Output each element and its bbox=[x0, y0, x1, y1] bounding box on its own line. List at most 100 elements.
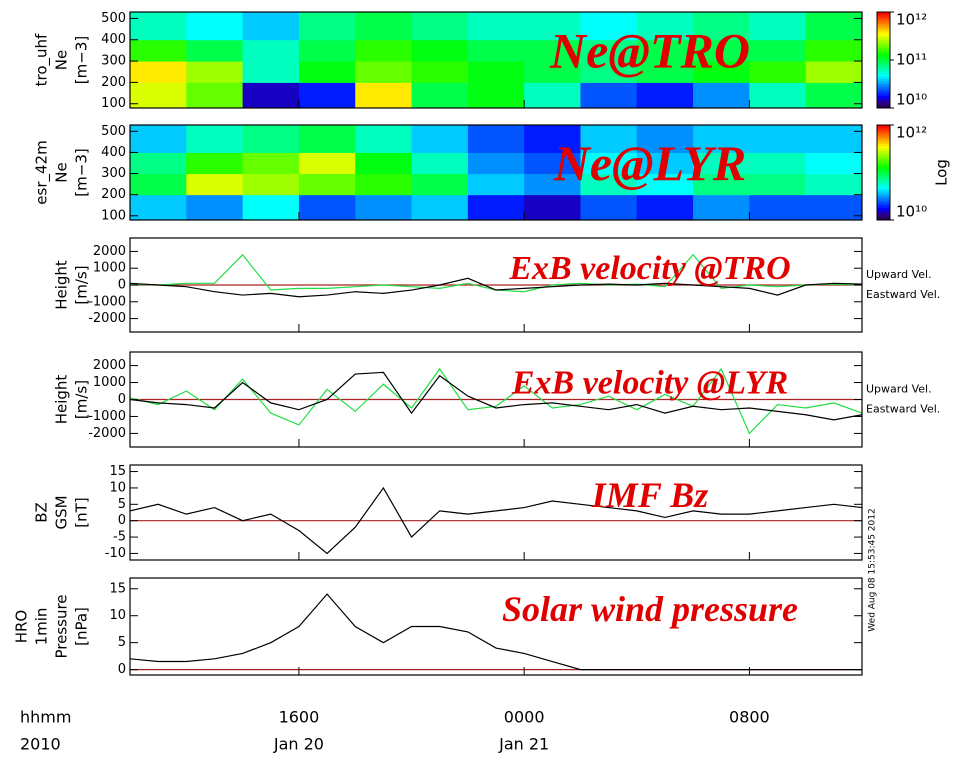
colorbar-step bbox=[877, 136, 890, 140]
y-tick-label: 0 bbox=[118, 662, 126, 677]
heatmap-cell bbox=[693, 152, 750, 175]
heatmap-cell bbox=[749, 125, 807, 153]
y-tick-label: 400 bbox=[101, 32, 126, 47]
colorbar-step bbox=[877, 28, 890, 32]
colorbar-step bbox=[877, 203, 890, 207]
colorbar-tick-label: 10¹⁰ bbox=[896, 91, 927, 109]
panel-frame bbox=[129, 11, 863, 109]
colorbar-step bbox=[877, 193, 890, 197]
heatmap-cell bbox=[580, 152, 638, 175]
colorbar-step bbox=[877, 26, 890, 30]
colorbar-step bbox=[877, 212, 890, 216]
heatmap-cell bbox=[524, 152, 581, 175]
colorbar-step bbox=[877, 57, 890, 61]
heatmap-cell bbox=[749, 39, 807, 62]
y-axis-label: [m−3] bbox=[73, 36, 91, 84]
heatmap-cell bbox=[580, 173, 638, 196]
colorbar-frame bbox=[876, 124, 891, 221]
colorbar-step bbox=[877, 79, 890, 83]
colorbar-step bbox=[877, 191, 890, 195]
y-axis-label: Ne bbox=[53, 162, 71, 182]
heatmap-cell bbox=[186, 82, 244, 109]
heatmap-cell bbox=[242, 82, 300, 109]
colorbar-tick-label: 10¹¹ bbox=[896, 51, 927, 69]
heatmap-cell bbox=[749, 61, 807, 83]
heatmap-cell bbox=[467, 125, 525, 153]
heatmap-cell bbox=[467, 173, 525, 196]
annotation: ExB velocity @LYR bbox=[511, 364, 788, 401]
annotation: Ne@TRO bbox=[549, 22, 750, 78]
heatmap-cell bbox=[411, 173, 469, 196]
timestamp: Wed Aug 08 15:53:45 2012 bbox=[868, 508, 878, 631]
colorbar-step bbox=[877, 186, 890, 190]
panel: 10¹² 10¹⁰ Log 100 200 300 400 500 esr_42m Ne [m−3]… bbox=[33, 124, 951, 224]
heatmap-cell bbox=[636, 39, 694, 62]
heatmap-cell bbox=[298, 152, 356, 175]
heatmap-cell bbox=[186, 173, 244, 196]
annotation: IMF Bz bbox=[591, 475, 708, 515]
y-axis-label: 1min bbox=[33, 608, 51, 646]
heatmap-cell bbox=[805, 61, 863, 83]
heatmap-cell bbox=[693, 61, 750, 83]
heatmap-cell bbox=[298, 39, 356, 62]
y-axis-label: [m/s] bbox=[73, 380, 91, 419]
heatmap-cell bbox=[467, 39, 525, 62]
y-tick-label: -5 bbox=[113, 530, 126, 545]
heatmap-cell bbox=[524, 125, 581, 153]
y-axis-label: tro_uhf bbox=[33, 33, 52, 86]
colorbar-step bbox=[877, 139, 890, 143]
heatmap-cell bbox=[411, 39, 469, 62]
colorbar-step bbox=[877, 208, 890, 211]
y-tick-label: 300 bbox=[101, 54, 126, 69]
colorbar-step bbox=[877, 158, 890, 162]
legend-entry: Eastward Vel. bbox=[866, 403, 940, 416]
colorbar-step bbox=[877, 125, 890, 128]
heatmap-cell bbox=[693, 194, 750, 221]
colorbar-step bbox=[877, 45, 890, 49]
heatmap-cell bbox=[693, 39, 750, 62]
heatmap-cell bbox=[355, 61, 413, 83]
y-axis-label: [m/s] bbox=[73, 265, 91, 304]
colorbar-step bbox=[877, 103, 890, 107]
y-tick-label: -1000 bbox=[88, 294, 126, 309]
heatmap-cell bbox=[242, 61, 300, 83]
heatmap-cell bbox=[805, 152, 863, 175]
heatmap-cell bbox=[749, 82, 807, 109]
colorbar-step bbox=[877, 60, 890, 63]
heatmap-cell bbox=[355, 12, 413, 41]
y-tick-label: 500 bbox=[101, 124, 126, 139]
heatmap-cell bbox=[298, 173, 356, 196]
colorbar-step bbox=[877, 153, 890, 157]
colorbar-step bbox=[877, 144, 890, 147]
x-row-label: 2010 bbox=[20, 735, 61, 754]
y-tick-label: 2000 bbox=[93, 358, 126, 373]
heatmap-cell bbox=[130, 12, 187, 41]
panel: 10¹² 10¹¹ 10¹⁰ 100 200 300 400 500 tro_uhf Ne [m−3… bbox=[33, 11, 928, 112]
heatmap-cell bbox=[805, 39, 863, 62]
y-tick-label: 200 bbox=[101, 187, 126, 202]
heatmap-cell bbox=[467, 61, 525, 83]
x-tick-label: 0800 bbox=[729, 708, 770, 727]
colorbar-step bbox=[877, 38, 890, 42]
colorbar-step bbox=[877, 72, 890, 75]
y-tick-label: 300 bbox=[101, 166, 126, 181]
heatmap-cell bbox=[242, 194, 300, 221]
colorbar-step bbox=[877, 81, 890, 85]
colorbar-step bbox=[877, 179, 890, 183]
colorbar-step bbox=[877, 215, 890, 219]
y-axis-label: Ne bbox=[53, 50, 71, 70]
colorbar-step bbox=[877, 151, 890, 154]
heatmap-cell bbox=[636, 194, 694, 221]
y-tick-label: -2000 bbox=[88, 311, 126, 326]
annotation: Solar wind pressure bbox=[502, 589, 798, 629]
heatmap-cell bbox=[580, 61, 638, 83]
heatmap-cell bbox=[130, 173, 187, 196]
y-tick-label: 100 bbox=[101, 208, 126, 223]
heatmap-cell bbox=[186, 61, 244, 83]
heatmap-cell bbox=[298, 125, 356, 153]
heatmap-cell bbox=[693, 125, 750, 153]
colorbar-step bbox=[877, 62, 890, 66]
